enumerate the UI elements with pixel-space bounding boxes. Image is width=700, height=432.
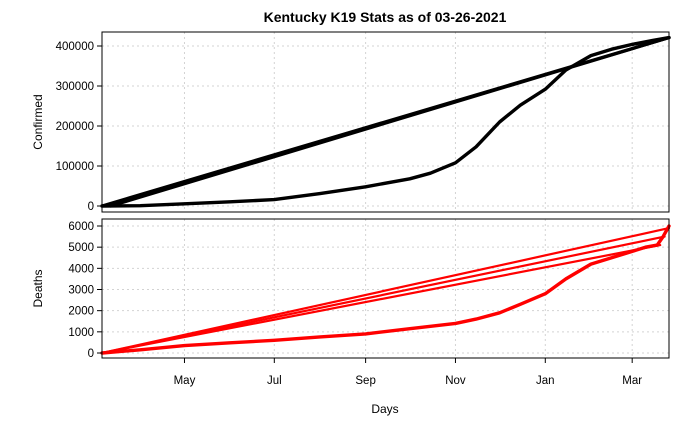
deaths-y-tick-label-5: 5000 [68,242,94,254]
deaths-y-axis-title: Deaths [31,269,45,307]
deaths-y-tick-label-4: 4000 [68,263,94,275]
x-tick-label-1: Jul [267,375,282,387]
confirmed-frame [101,31,670,213]
x-tick-label-5: Mar [622,375,642,387]
deaths-y-tick-label-6: 6000 [68,221,94,233]
chart-title: Kentucky K19 Stats as of 03-26-2021 [264,9,507,25]
deaths-y-tick-label-1: 1000 [68,327,94,339]
confirmed-y-tick-label-4: 400000 [56,41,94,53]
x-tick-label-4: Jan [536,375,555,387]
confirmed-series-2 [109,35,671,208]
x-tick-label-3: Nov [445,375,466,387]
confirmed-series-0 [100,35,671,208]
deaths-y-tick-label-3: 3000 [68,285,94,297]
confirmed-panel: 0 100000 200000 300000 400000 Confirmed [31,31,671,213]
deaths-frame [101,218,670,359]
confirmed-y-tick-label-3: 300000 [56,81,94,93]
deaths-panel: 0 1000 2000 3000 4000 5000 6000 Deaths [31,218,671,360]
x-axis-title: Days [371,402,398,416]
confirmed-y-tick-label-2: 200000 [56,121,94,133]
deaths-series-3 [100,244,662,355]
x-tick-label-2: Sep [355,375,375,387]
x-tick-label-0: May [174,375,196,387]
confirmed-y-axis-title: Confirmed [31,94,45,149]
confirmed-y-tick-label-1: 100000 [56,161,94,173]
deaths-series-2 [100,235,666,355]
confirmed-y-tick-label-0: 0 [88,201,94,213]
deaths-y-tick-label-2: 2000 [68,306,94,318]
x-axis: May Jul Sep Nov Jan Mar [174,358,642,387]
deaths-y-tick-label-0: 0 [88,348,94,360]
deaths-series-1 [100,227,671,355]
